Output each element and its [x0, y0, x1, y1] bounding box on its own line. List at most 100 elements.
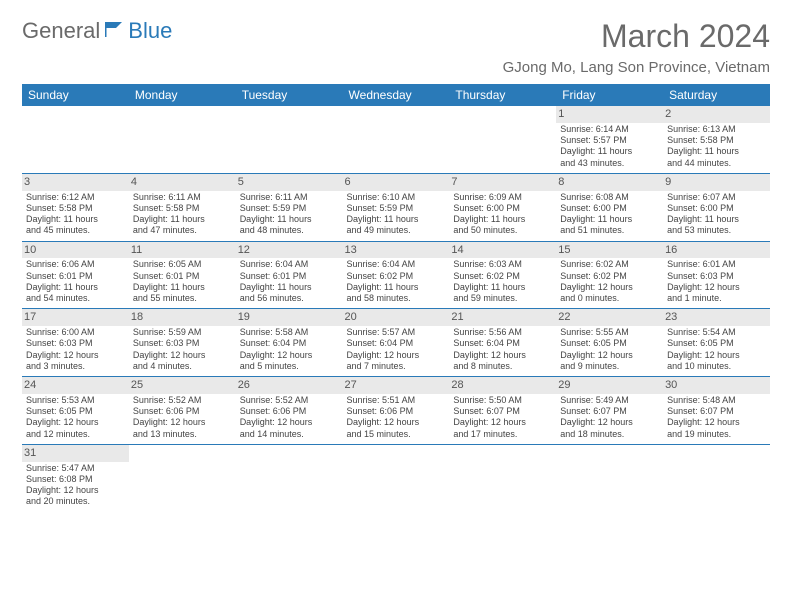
day-details: Sunrise: 6:12 AMSunset: 5:58 PMDaylight:… [26, 192, 125, 237]
day-number: 4 [129, 174, 236, 191]
page-title: March 2024 [503, 18, 770, 55]
calendar-row: 31Sunrise: 5:47 AMSunset: 6:08 PMDayligh… [22, 444, 770, 511]
calendar-cell: . [22, 106, 129, 173]
day-number: 7 [449, 174, 556, 191]
day-number: 23 [663, 309, 770, 326]
day-details: Sunrise: 6:10 AMSunset: 5:59 PMDaylight:… [347, 192, 446, 237]
day-details: Sunrise: 5:56 AMSunset: 6:04 PMDaylight:… [453, 327, 552, 372]
day-details: Sunrise: 6:14 AMSunset: 5:57 PMDaylight:… [560, 124, 659, 169]
day-number: 26 [236, 377, 343, 394]
day-details: Sunrise: 6:01 AMSunset: 6:03 PMDaylight:… [667, 259, 766, 304]
day-details: Sunrise: 6:13 AMSunset: 5:58 PMDaylight:… [667, 124, 766, 169]
calendar-cell: 27Sunrise: 5:51 AMSunset: 6:06 PMDayligh… [343, 377, 450, 445]
calendar-cell: 11Sunrise: 6:05 AMSunset: 6:01 PMDayligh… [129, 241, 236, 309]
calendar-cell: 4Sunrise: 6:11 AMSunset: 5:58 PMDaylight… [129, 173, 236, 241]
day-details: Sunrise: 6:11 AMSunset: 5:58 PMDaylight:… [133, 192, 232, 237]
calendar-row: 3Sunrise: 6:12 AMSunset: 5:58 PMDaylight… [22, 173, 770, 241]
day-number: 24 [22, 377, 129, 394]
day-details: Sunrise: 6:11 AMSunset: 5:59 PMDaylight:… [240, 192, 339, 237]
calendar-cell: . [343, 106, 450, 173]
calendar-cell: 2Sunrise: 6:13 AMSunset: 5:58 PMDaylight… [663, 106, 770, 173]
flag-icon [104, 18, 126, 44]
day-number: 22 [556, 309, 663, 326]
calendar-table: Sunday Monday Tuesday Wednesday Thursday… [22, 84, 770, 512]
day-number: 19 [236, 309, 343, 326]
day-details: Sunrise: 5:57 AMSunset: 6:04 PMDaylight:… [347, 327, 446, 372]
weekday-header: Thursday [449, 84, 556, 106]
day-details: Sunrise: 5:48 AMSunset: 6:07 PMDaylight:… [667, 395, 766, 440]
day-number: 12 [236, 242, 343, 259]
day-details: Sunrise: 5:52 AMSunset: 6:06 PMDaylight:… [133, 395, 232, 440]
calendar-cell: . [449, 444, 556, 511]
calendar-cell: 22Sunrise: 5:55 AMSunset: 6:05 PMDayligh… [556, 309, 663, 377]
calendar-cell: 21Sunrise: 5:56 AMSunset: 6:04 PMDayligh… [449, 309, 556, 377]
calendar-cell: . [663, 444, 770, 511]
day-details: Sunrise: 5:47 AMSunset: 6:08 PMDaylight:… [26, 463, 125, 508]
weekday-header: Wednesday [343, 84, 450, 106]
logo: General Blue [22, 18, 172, 44]
day-number: 15 [556, 242, 663, 259]
weekday-header: Monday [129, 84, 236, 106]
day-details: Sunrise: 6:03 AMSunset: 6:02 PMDaylight:… [453, 259, 552, 304]
calendar-cell: 17Sunrise: 6:00 AMSunset: 6:03 PMDayligh… [22, 309, 129, 377]
day-details: Sunrise: 6:00 AMSunset: 6:03 PMDaylight:… [26, 327, 125, 372]
calendar-cell: . [556, 444, 663, 511]
day-details: Sunrise: 5:54 AMSunset: 6:05 PMDaylight:… [667, 327, 766, 372]
day-number: 13 [343, 242, 450, 259]
location-text: GJong Mo, Lang Son Province, Vietnam [503, 59, 770, 76]
day-details: Sunrise: 5:53 AMSunset: 6:05 PMDaylight:… [26, 395, 125, 440]
calendar-cell: 30Sunrise: 5:48 AMSunset: 6:07 PMDayligh… [663, 377, 770, 445]
title-block: March 2024 GJong Mo, Lang Son Province, … [503, 18, 770, 76]
calendar-cell: 7Sunrise: 6:09 AMSunset: 6:00 PMDaylight… [449, 173, 556, 241]
calendar-cell: 13Sunrise: 6:04 AMSunset: 6:02 PMDayligh… [343, 241, 450, 309]
calendar-row: 10Sunrise: 6:06 AMSunset: 6:01 PMDayligh… [22, 241, 770, 309]
day-number: 20 [343, 309, 450, 326]
day-number: 21 [449, 309, 556, 326]
day-details: Sunrise: 5:55 AMSunset: 6:05 PMDaylight:… [560, 327, 659, 372]
calendar-cell: 23Sunrise: 5:54 AMSunset: 6:05 PMDayligh… [663, 309, 770, 377]
calendar-cell: . [449, 106, 556, 173]
logo-text-blue: Blue [128, 18, 172, 44]
calendar-cell: 1Sunrise: 6:14 AMSunset: 5:57 PMDaylight… [556, 106, 663, 173]
calendar-cell: . [129, 444, 236, 511]
day-number: 3 [22, 174, 129, 191]
header: General Blue March 2024 GJong Mo, Lang S… [22, 18, 770, 76]
calendar-row: 17Sunrise: 6:00 AMSunset: 6:03 PMDayligh… [22, 309, 770, 377]
calendar-cell: 15Sunrise: 6:02 AMSunset: 6:02 PMDayligh… [556, 241, 663, 309]
calendar-cell: . [236, 106, 343, 173]
day-number: 31 [22, 445, 129, 462]
day-details: Sunrise: 5:52 AMSunset: 6:06 PMDaylight:… [240, 395, 339, 440]
day-details: Sunrise: 6:04 AMSunset: 6:01 PMDaylight:… [240, 259, 339, 304]
day-number: 14 [449, 242, 556, 259]
weekday-header: Tuesday [236, 84, 343, 106]
calendar-cell: 19Sunrise: 5:58 AMSunset: 6:04 PMDayligh… [236, 309, 343, 377]
calendar-cell: 9Sunrise: 6:07 AMSunset: 6:00 PMDaylight… [663, 173, 770, 241]
calendar-cell: 25Sunrise: 5:52 AMSunset: 6:06 PMDayligh… [129, 377, 236, 445]
day-details: Sunrise: 5:59 AMSunset: 6:03 PMDaylight:… [133, 327, 232, 372]
calendar-cell: 16Sunrise: 6:01 AMSunset: 6:03 PMDayligh… [663, 241, 770, 309]
calendar-cell: 6Sunrise: 6:10 AMSunset: 5:59 PMDaylight… [343, 173, 450, 241]
weekday-header: Saturday [663, 84, 770, 106]
day-number: 28 [449, 377, 556, 394]
day-details: Sunrise: 6:02 AMSunset: 6:02 PMDaylight:… [560, 259, 659, 304]
day-number: 27 [343, 377, 450, 394]
calendar-row: .....1Sunrise: 6:14 AMSunset: 5:57 PMDay… [22, 106, 770, 173]
calendar-cell: . [343, 444, 450, 511]
day-details: Sunrise: 6:08 AMSunset: 6:00 PMDaylight:… [560, 192, 659, 237]
day-number: 6 [343, 174, 450, 191]
calendar-body: .....1Sunrise: 6:14 AMSunset: 5:57 PMDay… [22, 106, 770, 512]
calendar-cell: . [129, 106, 236, 173]
day-details: Sunrise: 5:58 AMSunset: 6:04 PMDaylight:… [240, 327, 339, 372]
day-details: Sunrise: 6:05 AMSunset: 6:01 PMDaylight:… [133, 259, 232, 304]
calendar-cell: 18Sunrise: 5:59 AMSunset: 6:03 PMDayligh… [129, 309, 236, 377]
day-number: 9 [663, 174, 770, 191]
calendar-cell: 10Sunrise: 6:06 AMSunset: 6:01 PMDayligh… [22, 241, 129, 309]
day-number: 30 [663, 377, 770, 394]
day-number: 11 [129, 242, 236, 259]
day-number: 25 [129, 377, 236, 394]
calendar-cell: . [236, 444, 343, 511]
calendar-row: 24Sunrise: 5:53 AMSunset: 6:05 PMDayligh… [22, 377, 770, 445]
day-details: Sunrise: 5:49 AMSunset: 6:07 PMDaylight:… [560, 395, 659, 440]
calendar-cell: 20Sunrise: 5:57 AMSunset: 6:04 PMDayligh… [343, 309, 450, 377]
day-number: 1 [556, 106, 663, 123]
